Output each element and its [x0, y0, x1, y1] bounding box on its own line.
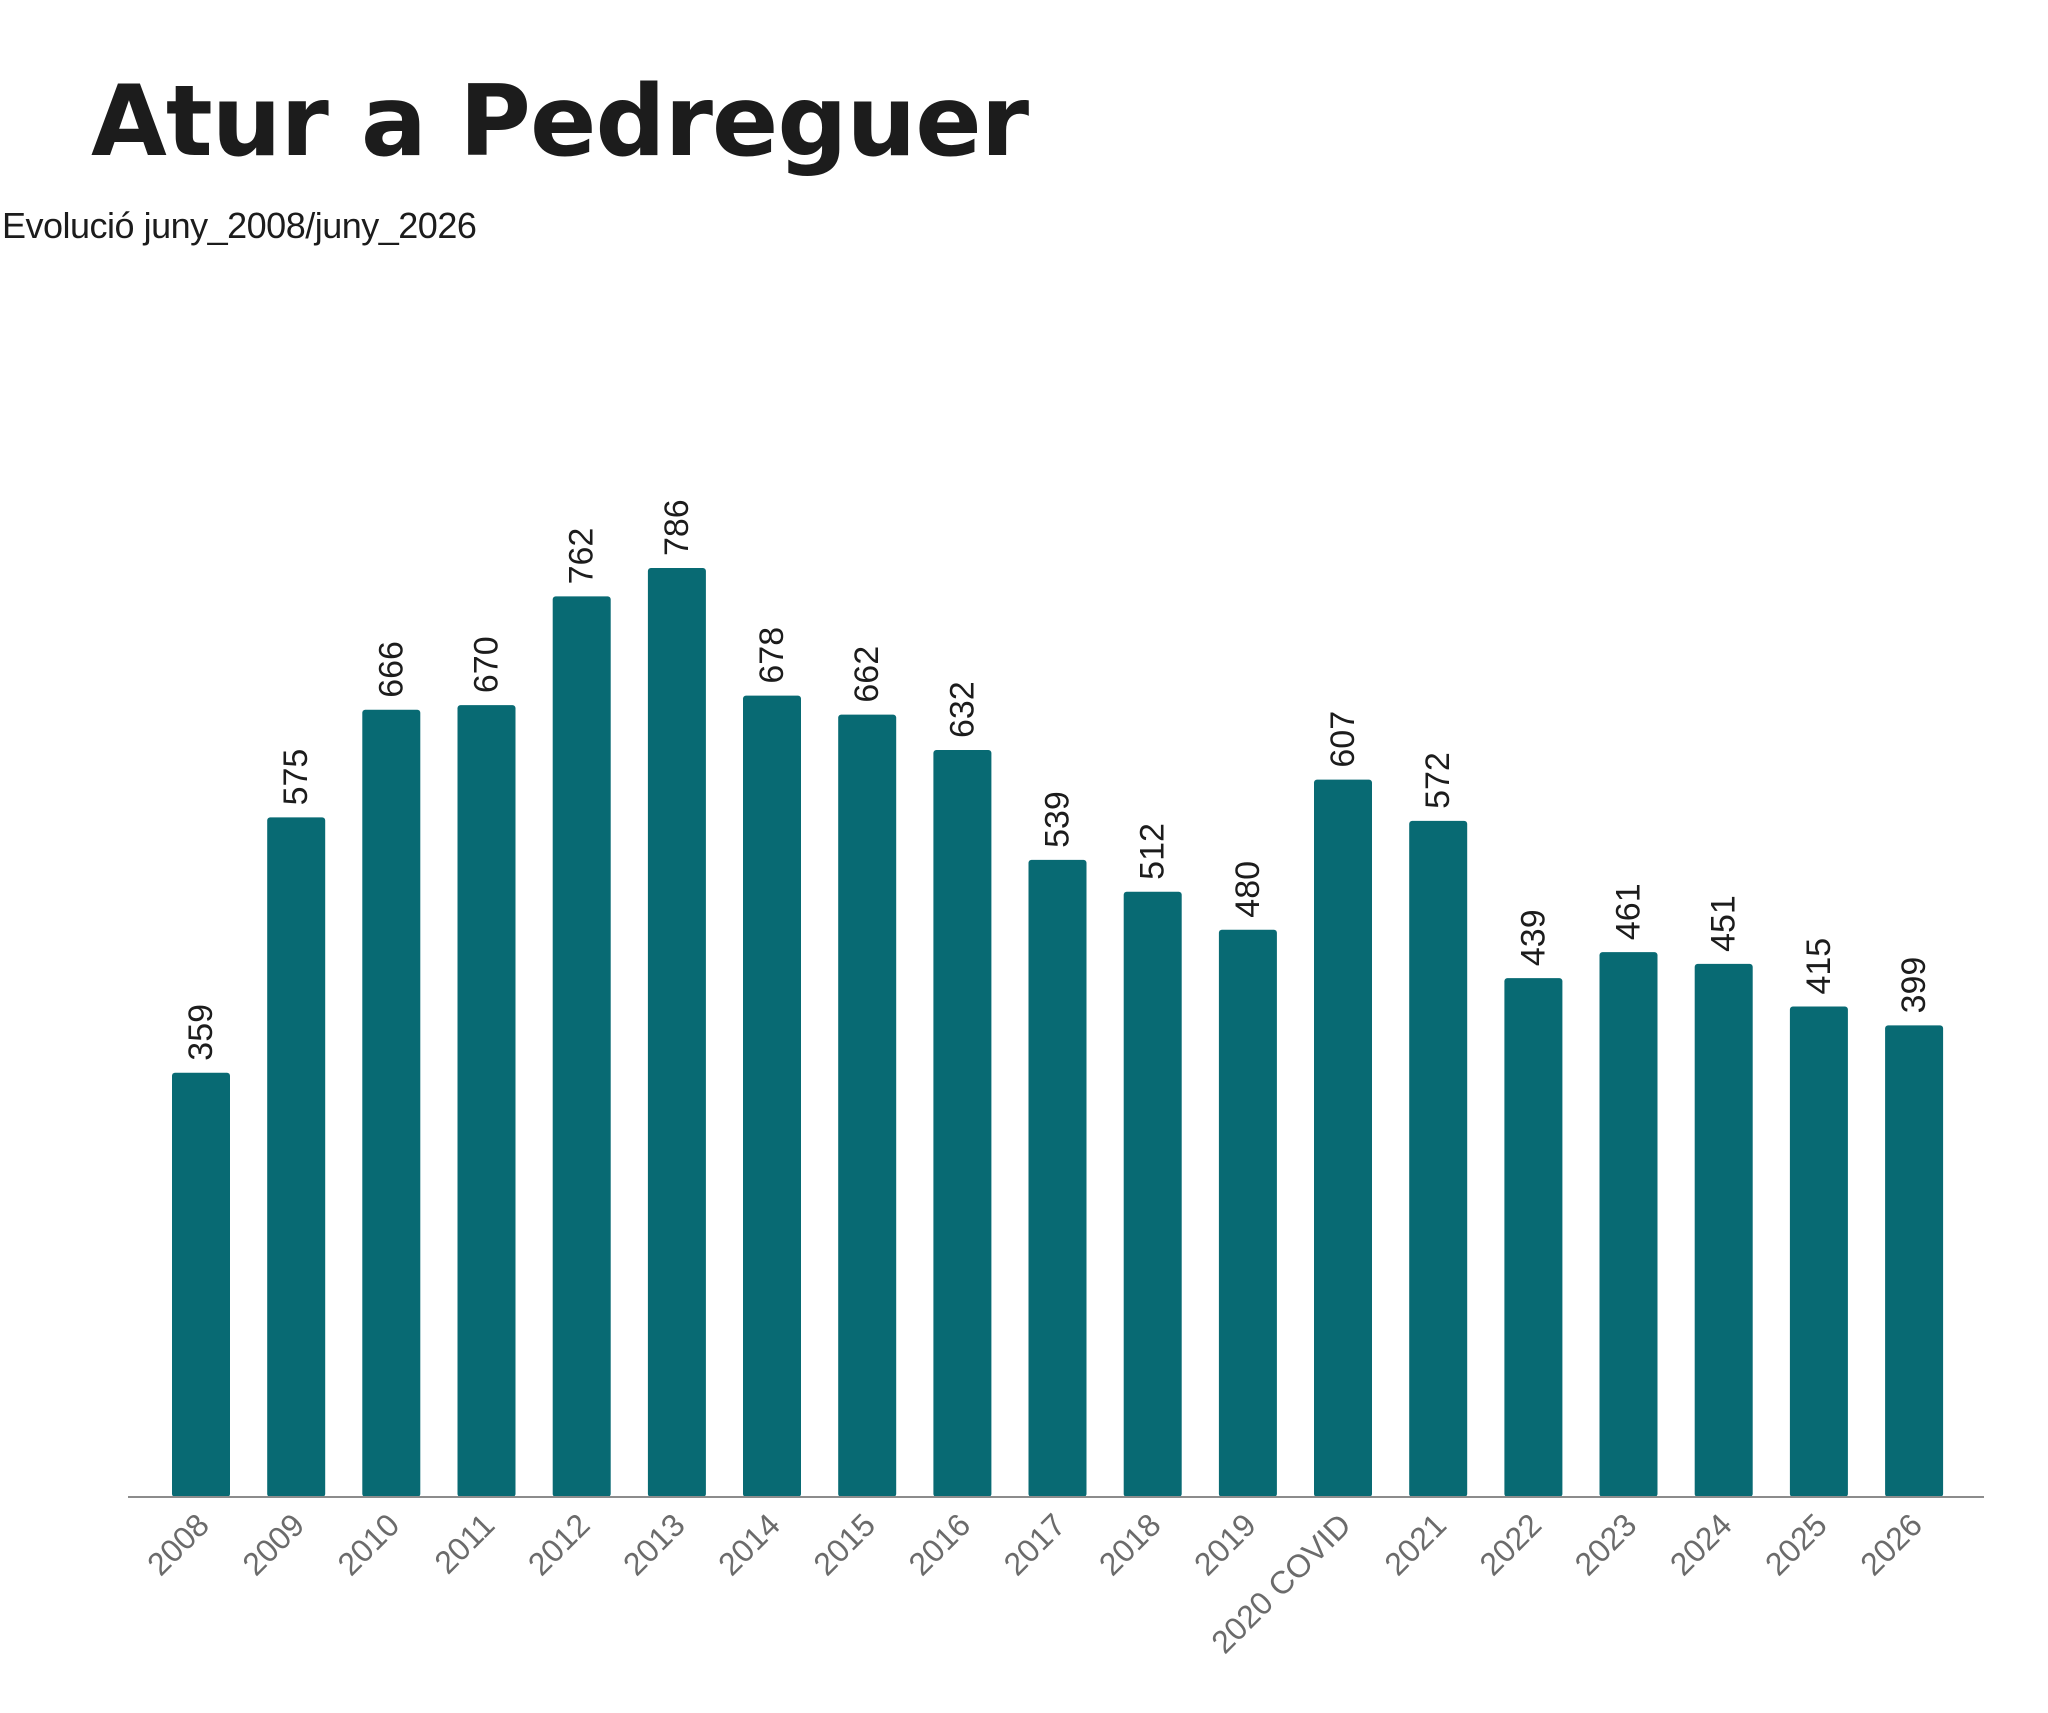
value-label: 359	[182, 1004, 220, 1061]
category-label: 2024	[1663, 1506, 1739, 1582]
bar-2013	[647, 568, 706, 1497]
category-label: 2026	[1853, 1506, 1929, 1582]
category-label: 2009	[235, 1506, 311, 1582]
bar-2021	[1409, 820, 1468, 1497]
bar-2012	[552, 596, 611, 1497]
category-label: 2011	[427, 1506, 501, 1580]
value-label: 572	[1419, 752, 1457, 809]
value-label: 670	[468, 636, 506, 693]
bar-2008	[172, 1072, 230, 1497]
value-label: 451	[1705, 895, 1743, 952]
chart-subtitle: Evolució juny_2008/juny_2026	[2, 205, 477, 246]
bar-2024	[1694, 963, 1753, 1497]
value-label: 662	[848, 646, 886, 703]
bar-2010	[362, 709, 421, 1497]
category-label: 2008	[140, 1506, 216, 1582]
bar-2016	[933, 750, 992, 1497]
bar-2011	[457, 705, 516, 1497]
value-label: 399	[1895, 957, 1933, 1014]
category-label: 2022	[1473, 1506, 1549, 1582]
bar-2023	[1599, 952, 1658, 1497]
value-label: 575	[277, 749, 315, 806]
category-label: 2014	[711, 1506, 787, 1582]
value-label: 461	[1610, 883, 1648, 940]
category-label: 2023	[1568, 1506, 1644, 1582]
category-label: 2012	[521, 1506, 597, 1582]
value-label: 632	[943, 681, 981, 738]
bar-2019	[1218, 929, 1277, 1497]
value-label: 539	[1039, 791, 1077, 848]
category-label: 2018	[1092, 1506, 1168, 1582]
value-label: 512	[1134, 823, 1172, 880]
bar-2014	[743, 695, 801, 1497]
bar-2017	[1028, 859, 1087, 1497]
value-label: 607	[1324, 711, 1362, 768]
bar-2018	[1123, 891, 1182, 1497]
category-label: 2021	[1377, 1506, 1453, 1582]
value-label: 439	[1514, 909, 1552, 966]
bar-2025	[1789, 1006, 1848, 1497]
category-label: 2013	[616, 1506, 692, 1582]
bar-2026	[1885, 1025, 1944, 1497]
chart-title: Atur a Pedreguer	[91, 65, 1029, 179]
value-label: 480	[1229, 861, 1267, 918]
category-label: 2010	[330, 1506, 406, 1582]
category-label: 2017	[997, 1506, 1073, 1582]
category-label: 2015	[806, 1506, 882, 1582]
value-label: 666	[372, 641, 410, 698]
bar-2009	[267, 817, 326, 1497]
value-label: 415	[1800, 938, 1838, 995]
bar-2022	[1504, 978, 1563, 1497]
category-label: 2025	[1758, 1506, 1834, 1582]
value-label: 786	[658, 499, 696, 556]
value-label: 762	[563, 528, 601, 585]
category-label: 2016	[902, 1506, 978, 1582]
bar-2020-covid	[1314, 779, 1372, 1497]
value-label: 678	[753, 627, 791, 684]
bar-2015	[838, 714, 897, 1497]
category-label: 2019	[1187, 1506, 1263, 1582]
